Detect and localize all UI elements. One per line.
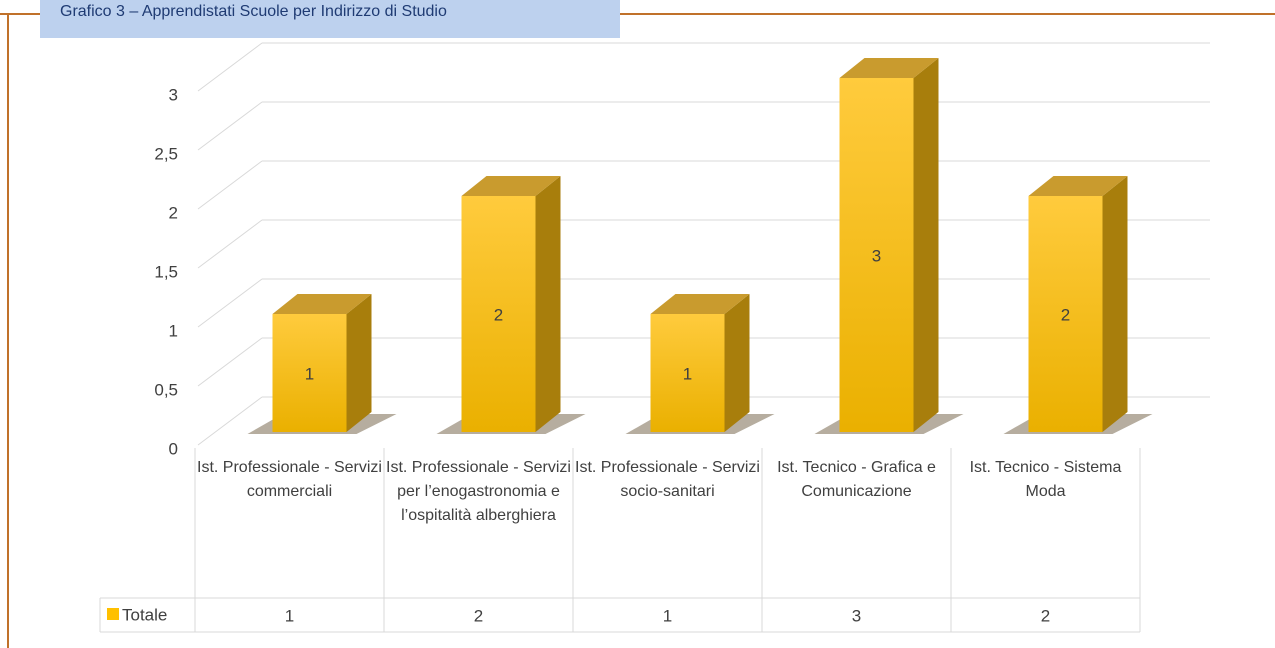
category-label: Ist. Professionale - Servizi per l’enoga… — [386, 459, 571, 524]
y-tick-label: 1,5 — [154, 262, 178, 281]
chart-title: Grafico 3 – Apprendistati Scuole per Ind… — [40, 0, 620, 38]
category-label: Ist. Professionale - Servizi socio-sanit… — [575, 459, 760, 500]
data-label: 1 — [683, 364, 692, 383]
data-label: 2 — [1061, 305, 1070, 324]
bar — [1028, 196, 1103, 432]
bar-side — [1102, 176, 1128, 432]
y-tick-label: 2 — [169, 203, 178, 222]
table-value: 3 — [852, 606, 861, 625]
y-tick-label: 0,5 — [154, 380, 178, 399]
bar-top — [461, 176, 561, 196]
legend-swatch — [107, 608, 119, 620]
bar-top — [650, 294, 750, 314]
table-value: 2 — [1041, 606, 1050, 625]
grid-line — [197, 337, 263, 387]
grid-line — [197, 219, 263, 269]
data-label: 2 — [494, 305, 503, 324]
grid-line — [197, 396, 263, 446]
bar-side — [724, 294, 750, 432]
data-label: 3 — [872, 246, 881, 265]
bar — [839, 78, 914, 432]
bar-top — [272, 294, 372, 314]
category-label: Ist. Tecnico - Sistema Moda — [969, 459, 1122, 500]
grid-line — [197, 278, 263, 328]
bar — [272, 314, 347, 432]
bar-side — [913, 58, 939, 432]
category-label: Ist. Tecnico - Grafica e Comunicazione — [777, 459, 936, 500]
grid-line — [197, 160, 263, 210]
legend-label: Totale — [122, 605, 167, 624]
bar — [461, 196, 536, 432]
bar — [650, 314, 725, 432]
grid-line — [197, 101, 263, 151]
grid-line — [197, 42, 263, 92]
y-tick-label: 2,5 — [154, 144, 178, 163]
y-tick-label: 0 — [169, 439, 178, 458]
table-value: 1 — [285, 606, 294, 625]
bar-top — [1028, 176, 1128, 196]
table-value: 2 — [474, 606, 483, 625]
category-label: Ist. Professionale - Servizi commerciali — [197, 459, 382, 500]
bar-side — [346, 294, 372, 432]
y-tick-label: 1 — [169, 321, 178, 340]
y-tick-label: 3 — [169, 85, 178, 104]
data-label: 1 — [305, 364, 314, 383]
table-value: 1 — [663, 606, 672, 625]
bar-side — [535, 176, 561, 432]
bar-top — [839, 58, 939, 78]
